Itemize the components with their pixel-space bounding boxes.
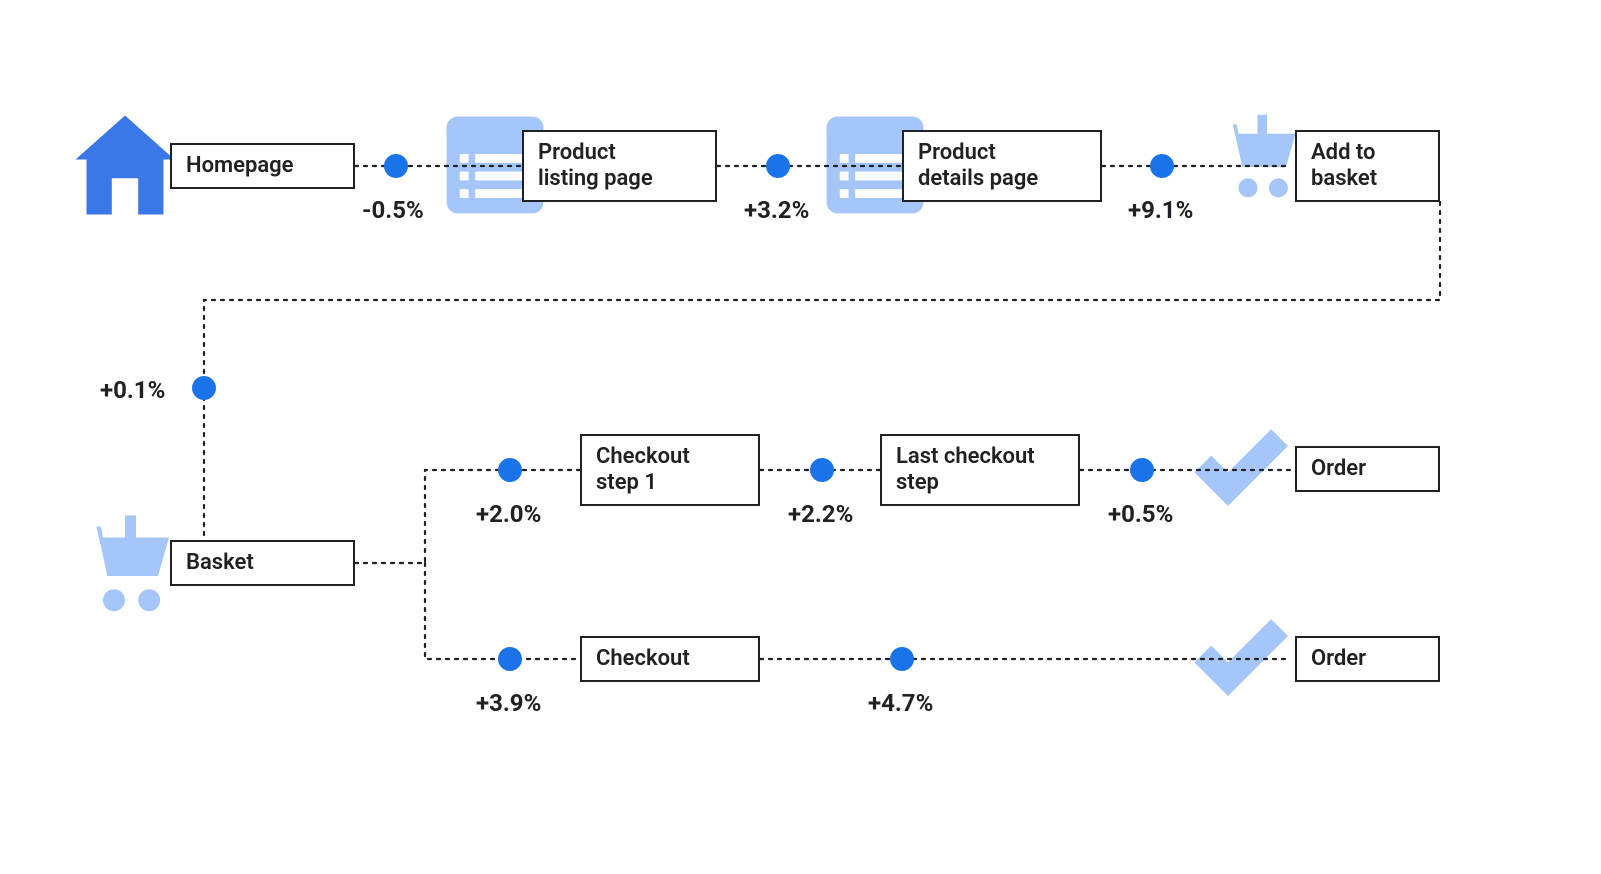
flow-dot (192, 376, 216, 400)
flow-node-basket: Basket (170, 540, 355, 586)
diagram-stage: -0.5% +3.2% +9.1% +0.1% +2.0% +2.2% +0.5% +3.9%… (0, 0, 1601, 874)
flow-node-plp: Productlisting page (522, 130, 717, 202)
flow-node-laststep: Last checkoutstep (880, 434, 1080, 506)
percentage-label: +0.5% (1108, 500, 1173, 528)
flow-dot (890, 647, 914, 671)
connector-line (355, 470, 580, 563)
flow-node-pdp: Productdetails page (902, 130, 1102, 202)
percentage-label: +2.2% (788, 500, 853, 528)
flow-dot (1150, 154, 1174, 178)
connector-line (425, 563, 580, 659)
flow-dot (384, 154, 408, 178)
percentage-label: +4.7% (868, 689, 933, 717)
percentage-label: +9.1% (1128, 196, 1193, 224)
flow-dot (810, 458, 834, 482)
percentage-label: +3.9% (476, 689, 541, 717)
flow-node-checkout: Checkout (580, 636, 760, 682)
percentage-label: +3.2% (744, 196, 809, 224)
percentage-label: +0.1% (100, 376, 165, 404)
flow-dot (1130, 458, 1154, 482)
flow-node-step1: Checkoutstep 1 (580, 434, 760, 506)
flow-node-atb: Add tobasket (1295, 130, 1440, 202)
flow-node-homepage: Homepage (170, 143, 355, 189)
percentage-label: -0.5% (362, 196, 424, 224)
connector-line (204, 202, 1440, 540)
flow-node-order_top: Order (1295, 446, 1440, 492)
flow-dot (498, 458, 522, 482)
flow-dot (766, 154, 790, 178)
flow-node-order_bottom: Order (1295, 636, 1440, 682)
flow-dot (498, 647, 522, 671)
percentage-label: +2.0% (476, 500, 541, 528)
